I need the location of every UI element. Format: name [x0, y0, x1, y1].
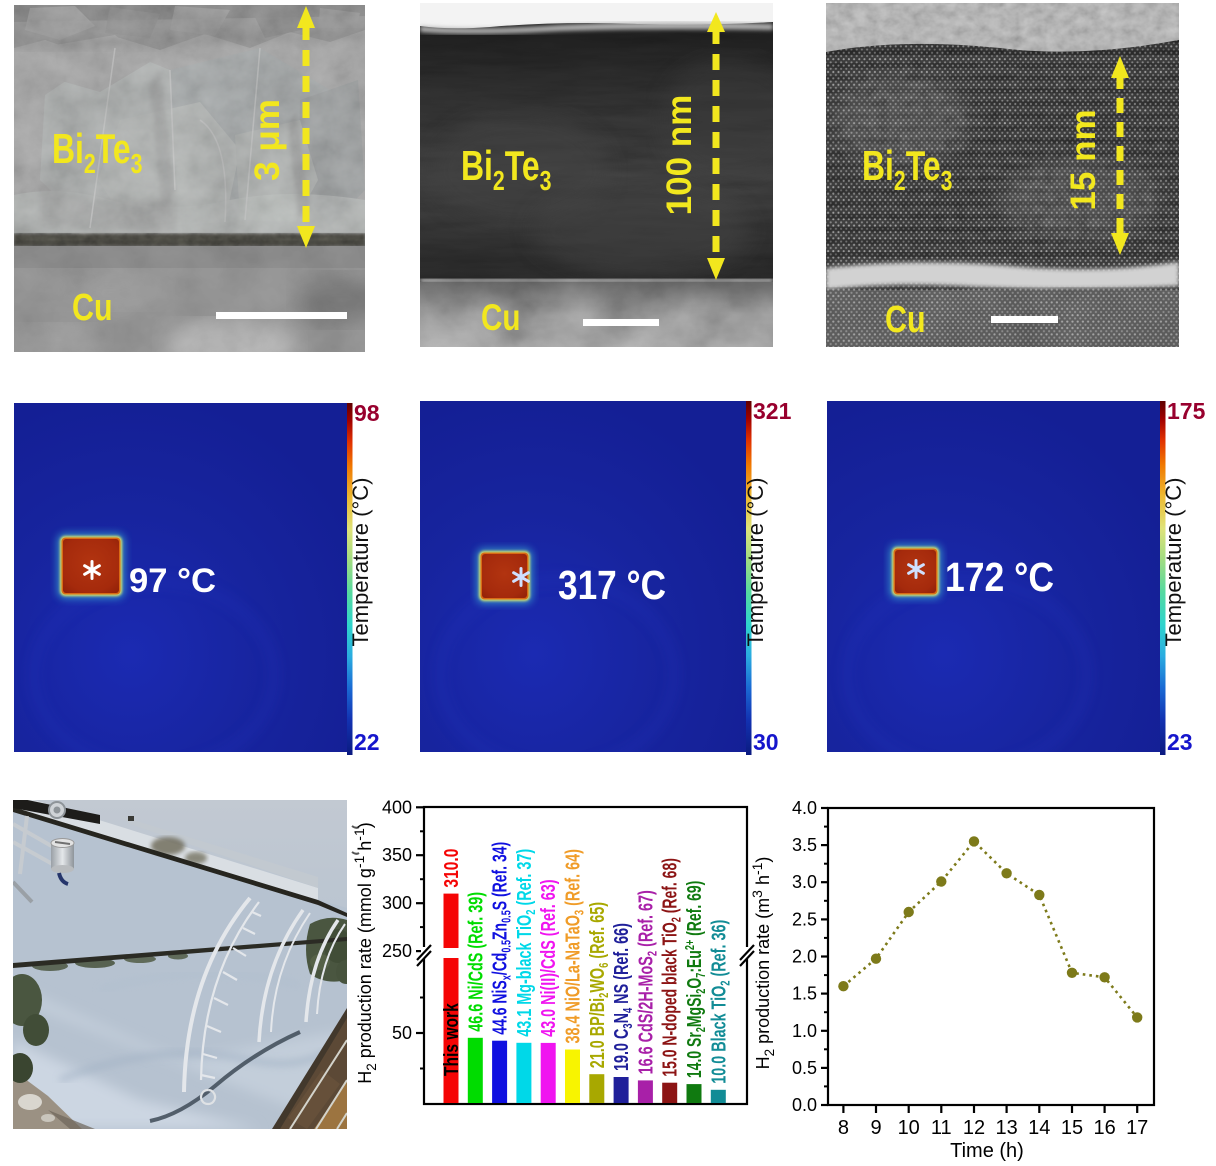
svg-text:Cu: Cu [481, 298, 520, 339]
svg-text:4.0: 4.0 [792, 798, 817, 818]
svg-text:Temperature (°C): Temperature (°C) [348, 478, 373, 647]
svg-text:Bi2Te3: Bi2Te3 [461, 142, 551, 197]
svg-text:15.0 N-doped black TiO2 (Ref.: 15.0 N-doped black TiO2 (Ref. 68) [658, 858, 684, 1077]
svg-text:22: 22 [354, 729, 380, 755]
svg-text:310.0: 310.0 [440, 849, 462, 888]
svg-text:14: 14 [1028, 1117, 1050, 1139]
svg-text:100 nm: 100 nm [660, 95, 699, 216]
svg-text:43.1 Mg-black TiO2 (Ref. 37): 43.1 Mg-black TiO2 (Ref. 37) [513, 849, 539, 1037]
svg-text:H2 production rate (m3 h-1): H2 production rate (m3 h-1) [749, 857, 777, 1070]
svg-text:38.4 NiO/La-NaTaO3 (Ref. 64): 38.4 NiO/La-NaTaO3 (Ref. 64) [561, 849, 587, 1043]
svg-text:46.6 Ni/CdS (Ref. 39): 46.6 Ni/CdS (Ref. 39) [464, 892, 487, 1032]
svg-text:9: 9 [870, 1117, 881, 1139]
svg-text:2.0: 2.0 [792, 947, 817, 967]
svg-text:11: 11 [931, 1117, 952, 1139]
svg-text:3.5: 3.5 [792, 835, 817, 855]
svg-text:15: 15 [1061, 1117, 1083, 1139]
svg-text:Bi2Te3: Bi2Te3 [52, 125, 142, 180]
svg-text:0.5: 0.5 [792, 1058, 817, 1078]
svg-text:1.0: 1.0 [792, 1021, 817, 1041]
svg-text:44.6 NiSx/Cd0.5Zn0.5S (Ref. 34: 44.6 NiSx/Cd0.5Zn0.5S (Ref. 34) [488, 842, 514, 1035]
svg-text:Time (h): Time (h) [950, 1140, 1024, 1162]
svg-text:Cu: Cu [72, 287, 113, 329]
svg-text:30: 30 [753, 729, 779, 755]
svg-text:43.0 Ni(II)/CdS (Ref. 63): 43.0 Ni(II)/CdS (Ref. 63) [537, 879, 560, 1036]
svg-text:Cu: Cu [885, 299, 926, 341]
svg-text:321: 321 [753, 398, 792, 424]
svg-text:400: 400 [382, 797, 412, 817]
svg-text:98: 98 [354, 400, 380, 426]
svg-text:97 °C: 97 °C [129, 562, 216, 600]
svg-text:14.0 Sr2MgSi2O7:Eu2+ (Ref. 69): 14.0 Sr2MgSi2O7:Eu2+ (Ref. 69) [682, 881, 708, 1078]
svg-text:10: 10 [898, 1117, 920, 1139]
svg-text:15 nm: 15 nm [1064, 109, 1103, 210]
svg-text:21.0 BP/Bi2WO6 (Ref. 65): 21.0 BP/Bi2WO6 (Ref. 65) [585, 902, 611, 1068]
svg-text:12: 12 [963, 1117, 985, 1139]
svg-text:10.0 Black TiO2 (Ref. 36): 10.0 Black TiO2 (Ref. 36) [707, 920, 733, 1084]
svg-text:Temperature (°C): Temperature (°C) [743, 478, 768, 647]
svg-text:16.6 CdS/2H-MoS2 (Ref. 67): 16.6 CdS/2H-MoS2 (Ref. 67) [634, 890, 660, 1074]
svg-text:This work: This work [440, 1003, 462, 1076]
svg-text:3 μm: 3 μm [248, 99, 287, 181]
svg-text:300: 300 [382, 893, 412, 913]
svg-text:50: 50 [392, 1023, 412, 1043]
svg-text:13: 13 [995, 1117, 1017, 1139]
svg-text:350: 350 [382, 845, 412, 865]
svg-text:19.0 C3N4 NS (Ref. 66): 19.0 C3N4 NS (Ref. 66) [610, 923, 636, 1071]
svg-text:Temperature (°C): Temperature (°C) [1161, 478, 1186, 647]
svg-text:16: 16 [1093, 1117, 1115, 1139]
svg-text:317 °C: 317 °C [558, 562, 666, 608]
svg-text:175: 175 [1167, 398, 1206, 424]
svg-text:172 °C: 172 °C [945, 554, 1054, 600]
svg-text:1.5: 1.5 [792, 984, 817, 1004]
svg-text:8: 8 [838, 1117, 849, 1139]
svg-text:Bi2Te3: Bi2Te3 [862, 142, 952, 197]
svg-text:3.0: 3.0 [792, 872, 817, 892]
svg-text:H2 production rate (mmol g-1 h: H2 production rate (mmol g-1 h-1) [351, 822, 379, 1084]
svg-text:23: 23 [1167, 729, 1193, 755]
svg-text:17: 17 [1126, 1117, 1148, 1139]
svg-text:250: 250 [382, 941, 412, 961]
svg-text:2.5: 2.5 [792, 909, 817, 929]
svg-text:0.0: 0.0 [792, 1095, 817, 1115]
